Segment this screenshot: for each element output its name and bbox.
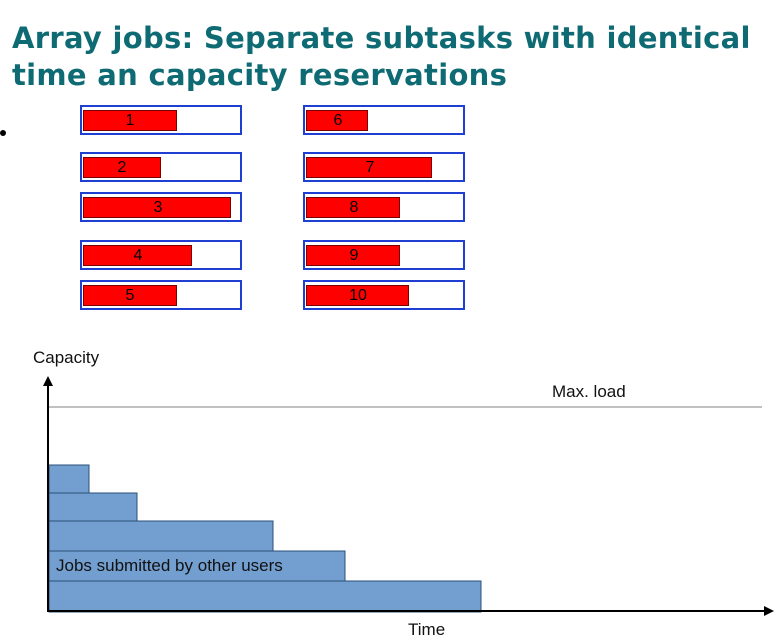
other-users-job-block	[48, 580, 482, 613]
job-label: 3	[153, 199, 163, 216]
job-box-6: 6	[303, 105, 465, 135]
other-users-job-block	[48, 550, 346, 582]
page-title: Array jobs: Separate subtasks with ident…	[12, 21, 751, 92]
job-label: 9	[349, 247, 359, 264]
job-progress-bar	[83, 110, 177, 131]
job-progress-bar	[83, 285, 177, 306]
job-label: 7	[365, 159, 375, 176]
job-box-7: 7	[303, 152, 465, 182]
job-label: 1	[125, 112, 135, 129]
other-users-job-block	[48, 464, 90, 494]
job-progress-bar	[306, 285, 409, 306]
job-box-9: 9	[303, 240, 465, 270]
max-load-label: Max. load	[552, 382, 626, 401]
other-users-job-block	[48, 520, 274, 552]
job-progress-bar	[83, 157, 161, 178]
job-box-5: 5	[80, 280, 242, 310]
other-users-job-block	[48, 492, 138, 522]
job-box-1: 1	[80, 105, 242, 135]
bullet-dot	[0, 130, 6, 136]
job-box-2: 2	[80, 152, 242, 182]
job-progress-bar	[83, 245, 192, 266]
job-label: 6	[333, 112, 343, 129]
job-box-8: 8	[303, 192, 465, 222]
other-users-label: Jobs submitted by other users	[56, 556, 283, 575]
job-box-4: 4	[80, 240, 242, 270]
capacity-time-diagram	[43, 376, 774, 616]
job-label: 8	[349, 199, 359, 216]
job-label: 10	[349, 287, 367, 304]
job-progress-bar	[83, 197, 231, 218]
job-progress-bar	[306, 110, 368, 131]
job-label: 2	[117, 159, 127, 176]
job-progress-bar	[306, 197, 400, 218]
y-axis-label: Capacity	[33, 348, 100, 367]
job-progress-bar	[306, 157, 432, 178]
job-label: 5	[125, 287, 135, 304]
job-progress-bar	[306, 245, 400, 266]
job-box-10: 10	[303, 280, 465, 310]
job-label: 4	[133, 247, 143, 264]
job-box-3: 3	[80, 192, 242, 222]
x-axis-label: Time	[408, 620, 446, 639]
